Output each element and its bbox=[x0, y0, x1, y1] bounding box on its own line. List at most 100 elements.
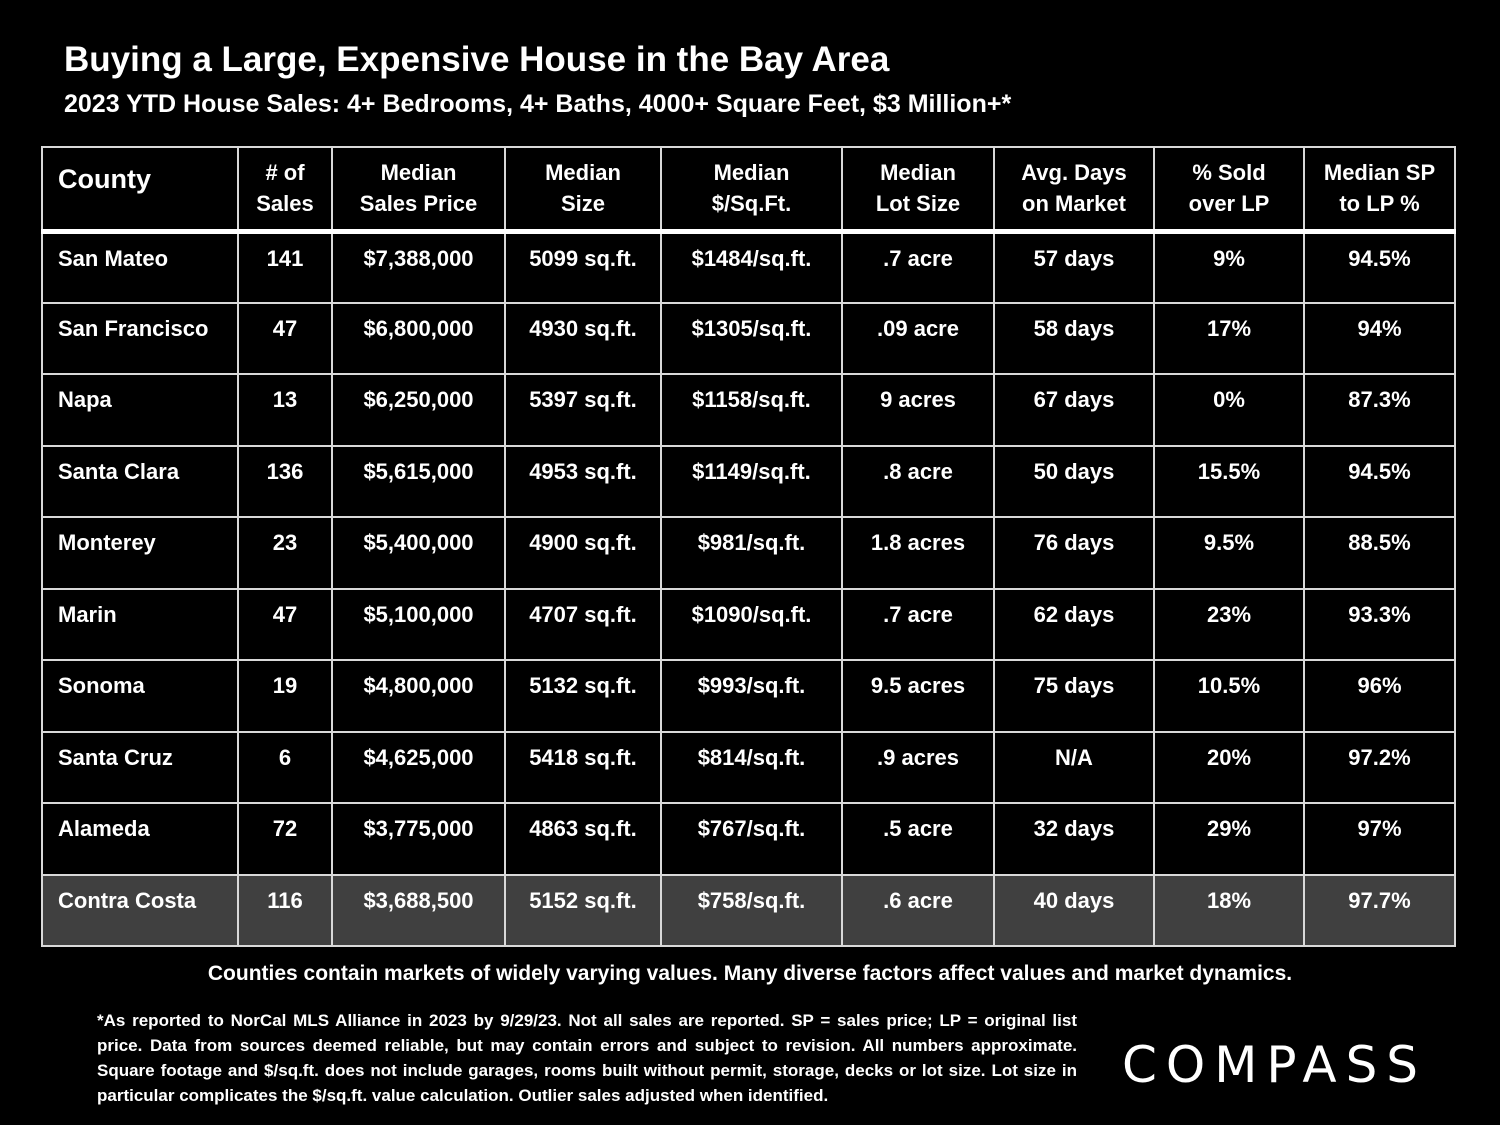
sales-table: County # of Sales Median Sales Price Media… bbox=[41, 146, 1456, 947]
table-row: San Francisco 47 $6,800,000 4930 sq.ft. … bbox=[41, 301, 1456, 375]
dom-cell: 50 days bbox=[993, 444, 1155, 518]
dom-cell: 76 days bbox=[993, 516, 1155, 590]
ppsf-cell: $981/sq.ft. bbox=[660, 516, 843, 590]
column-header-size: Median Size bbox=[504, 146, 662, 234]
sales-cell: 116 bbox=[237, 873, 333, 947]
county-cell: Santa Cruz bbox=[41, 730, 239, 804]
size-cell: 5397 sq.ft. bbox=[504, 373, 662, 447]
over-cell: 17% bbox=[1153, 301, 1305, 375]
lot-cell: .7 acre bbox=[841, 230, 995, 304]
county-cell: Contra Costa bbox=[41, 873, 239, 947]
over-cell: 10.5% bbox=[1153, 659, 1305, 733]
price-cell: $3,775,000 bbox=[331, 802, 506, 876]
price-cell: $5,100,000 bbox=[331, 587, 506, 661]
size-cell: 5099 sq.ft. bbox=[504, 230, 662, 304]
dom-cell: N/A bbox=[993, 730, 1155, 804]
column-header-sp-lp: Median SP to LP % bbox=[1303, 146, 1456, 234]
sp-lp-cell: 87.3% bbox=[1303, 373, 1456, 447]
dom-cell: 75 days bbox=[993, 659, 1155, 733]
table-row: Santa Clara 136 $5,615,000 4953 sq.ft. $… bbox=[41, 444, 1456, 518]
lot-cell: .6 acre bbox=[841, 873, 995, 947]
column-header-line: % Sold bbox=[1192, 160, 1266, 186]
sales-cell: 19 bbox=[237, 659, 333, 733]
sales-cell: 141 bbox=[237, 230, 333, 304]
table-row: Sonoma 19 $4,800,000 5132 sq.ft. $993/sq… bbox=[41, 659, 1456, 733]
sales-cell: 47 bbox=[237, 587, 333, 661]
footnote: *As reported to NorCal MLS Alliance in 2… bbox=[97, 1011, 1077, 1105]
sp-lp-cell: 93.3% bbox=[1303, 587, 1456, 661]
column-header-line: Size bbox=[560, 191, 606, 217]
lot-cell: .5 acre bbox=[841, 802, 995, 876]
sp-lp-cell: 94.5% bbox=[1303, 230, 1456, 304]
sales-cell: 23 bbox=[237, 516, 333, 590]
over-cell: 0% bbox=[1153, 373, 1305, 447]
county-cell: Napa bbox=[41, 373, 239, 447]
size-cell: 4930 sq.ft. bbox=[504, 301, 662, 375]
sp-lp-cell: 94% bbox=[1303, 301, 1456, 375]
lot-cell: .09 acre bbox=[841, 301, 995, 375]
sales-cell: 47 bbox=[237, 301, 333, 375]
sales-cell: 13 bbox=[237, 373, 333, 447]
price-cell: $6,800,000 bbox=[331, 301, 506, 375]
column-header-line: Median bbox=[713, 160, 790, 186]
price-cell: $7,388,000 bbox=[331, 230, 506, 304]
over-cell: 18% bbox=[1153, 873, 1305, 947]
over-cell: 23% bbox=[1153, 587, 1305, 661]
over-cell: 20% bbox=[1153, 730, 1305, 804]
column-header-line: # of bbox=[265, 160, 305, 186]
sp-lp-cell: 88.5% bbox=[1303, 516, 1456, 590]
price-cell: $5,615,000 bbox=[331, 444, 506, 518]
ppsf-cell: $814/sq.ft. bbox=[660, 730, 843, 804]
ppsf-cell: $993/sq.ft. bbox=[660, 659, 843, 733]
column-header-line: over LP bbox=[1188, 191, 1270, 217]
table-row: Monterey 23 $5,400,000 4900 sq.ft. $981/… bbox=[41, 516, 1456, 590]
column-header-line: Median bbox=[545, 160, 621, 186]
page-title: Buying a Large, Expensive House in the B… bbox=[64, 40, 890, 79]
size-cell: 4953 sq.ft. bbox=[504, 444, 662, 518]
sp-lp-cell: 97% bbox=[1303, 802, 1456, 876]
lot-cell: 9.5 acres bbox=[841, 659, 995, 733]
sales-cell: 136 bbox=[237, 444, 333, 518]
lot-cell: 9 acres bbox=[841, 373, 995, 447]
county-cell: Marin bbox=[41, 587, 239, 661]
table-row-highlighted: Contra Costa 116 $3,688,500 5152 sq.ft. … bbox=[41, 873, 1456, 947]
summary-note: Counties contain markets of widely varyi… bbox=[207, 962, 1293, 985]
over-cell: 29% bbox=[1153, 802, 1305, 876]
sp-lp-cell: 96% bbox=[1303, 659, 1456, 733]
lot-cell: .9 acres bbox=[841, 730, 995, 804]
column-header-line: Avg. Days bbox=[1021, 160, 1127, 186]
county-cell: Alameda bbox=[41, 802, 239, 876]
compass-logo: COMPASS bbox=[1122, 1036, 1428, 1094]
sales-cell: 72 bbox=[237, 802, 333, 876]
county-cell: San Francisco bbox=[41, 301, 239, 375]
table-row: Napa 13 $6,250,000 5397 sq.ft. $1158/sq.… bbox=[41, 373, 1456, 447]
ppsf-cell: $767/sq.ft. bbox=[660, 802, 843, 876]
lot-cell: 1.8 acres bbox=[841, 516, 995, 590]
size-cell: 4900 sq.ft. bbox=[504, 516, 662, 590]
ppsf-cell: $1484/sq.ft. bbox=[660, 230, 843, 304]
ppsf-cell: $1305/sq.ft. bbox=[660, 301, 843, 375]
column-header-line: Lot Size bbox=[875, 191, 961, 217]
dom-cell: 32 days bbox=[993, 802, 1155, 876]
dom-cell: 62 days bbox=[993, 587, 1155, 661]
sp-lp-cell: 97.2% bbox=[1303, 730, 1456, 804]
table-row: Marin 47 $5,100,000 4707 sq.ft. $1090/sq… bbox=[41, 587, 1456, 661]
dom-cell: 57 days bbox=[993, 230, 1155, 304]
size-cell: 5418 sq.ft. bbox=[504, 730, 662, 804]
column-header-lot: Median Lot Size bbox=[841, 146, 995, 234]
dom-cell: 40 days bbox=[993, 873, 1155, 947]
ppsf-cell: $1149/sq.ft. bbox=[660, 444, 843, 518]
price-cell: $6,250,000 bbox=[331, 373, 506, 447]
sp-lp-cell: 97.7% bbox=[1303, 873, 1456, 947]
column-header-line: Sales bbox=[256, 191, 314, 217]
price-cell: $3,688,500 bbox=[331, 873, 506, 947]
column-header-line: on Market bbox=[1022, 191, 1126, 217]
sales-cell: 6 bbox=[237, 730, 333, 804]
county-cell: Monterey bbox=[41, 516, 239, 590]
price-cell: $5,400,000 bbox=[331, 516, 506, 590]
lot-cell: .7 acre bbox=[841, 587, 995, 661]
column-header-county: County bbox=[41, 146, 239, 234]
table-row: Santa Cruz 6 $4,625,000 5418 sq.ft. $814… bbox=[41, 730, 1456, 804]
table-row: Alameda 72 $3,775,000 4863 sq.ft. $767/s… bbox=[41, 802, 1456, 876]
county-cell: San Mateo bbox=[41, 230, 239, 304]
